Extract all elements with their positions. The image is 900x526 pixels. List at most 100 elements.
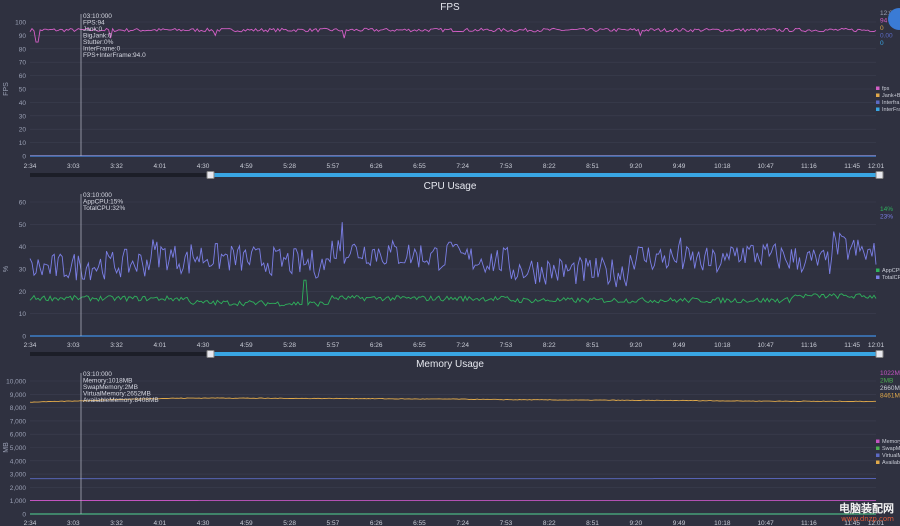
mem-legend-swatch[interactable] [876, 439, 880, 444]
mem-legend-swatch[interactable] [876, 446, 880, 451]
fps-legend-item[interactable]: Jank+B [882, 93, 900, 99]
fps-x-tick-label: 2:34 [24, 163, 37, 170]
mem-x-tick-label: 10:47 [757, 520, 774, 526]
fps-x-tick-label: 9:49 [673, 163, 686, 170]
fps-x-tick-label: 3:32 [110, 163, 123, 170]
cpu-legend-item[interactable]: AppCPU [882, 268, 900, 274]
cpu-x-tick-label: 11:16 [801, 342, 817, 349]
fps-tooltip-line: InterFrame:0 [83, 46, 121, 53]
mem-legend-item[interactable]: VirtualMemory [882, 453, 900, 459]
fps-y-axis-label: FPS [3, 82, 10, 96]
mem-x-tick-label: 8:51 [586, 520, 599, 526]
cpu-legend-swatch[interactable] [876, 275, 880, 280]
cpu-x-tick-label: 2:34 [24, 342, 37, 349]
mem-legend-item[interactable]: AvailableMemory [882, 460, 900, 466]
cpu-x-tick-label: 5:28 [283, 342, 296, 349]
cpu-x-tick-label: 3:03 [67, 342, 80, 349]
mem-current-value: 8461MB [880, 393, 900, 400]
cpu-x-tick-label: 4:30 [197, 342, 210, 349]
mem-x-tick-label: 11:16 [801, 520, 817, 526]
mem-legend-item[interactable]: SwapMemory [882, 446, 900, 452]
cpu-legend-swatch[interactable] [876, 268, 880, 273]
fps-zoom-handle-right[interactable] [875, 171, 884, 179]
fps-y-tick-label: 0 [22, 154, 26, 161]
fps-y-tick-label: 100 [15, 20, 26, 27]
cpu-x-tick-label: 4:59 [240, 342, 253, 349]
cpu-zoom-range[interactable] [210, 352, 880, 356]
fps-x-tick-label: 4:30 [197, 163, 210, 170]
cpu-x-tick-label: 5:57 [327, 342, 340, 349]
mem-x-tick-label: 5:57 [327, 520, 340, 526]
fps-legend-swatch[interactable] [876, 100, 880, 105]
fps-tooltip-line: BigJank:0 [83, 33, 112, 40]
fps-tooltip-line: Stutter:0% [83, 39, 114, 46]
mem-chart-title: Memory Usage [416, 359, 484, 370]
watermark-url: www.dnzp.com [841, 515, 894, 523]
watermark: 电脑装配网 www.dnzp.com [839, 503, 894, 524]
cpu-current-value: 14% [880, 206, 893, 213]
fps-chart-title: FPS [440, 2, 460, 13]
fps-y-tick-label: 70 [19, 60, 27, 67]
mem-x-tick-label: 8:22 [543, 520, 556, 526]
fps-current-value: 94 [880, 18, 888, 25]
mem-x-tick-label: 7:24 [456, 520, 469, 526]
fps-tooltip-line: FPS:94 [83, 20, 105, 27]
cpu-x-tick-label: 6:26 [370, 342, 383, 349]
fps-legend-swatch[interactable] [876, 93, 880, 98]
cpu-y-tick-label: 10 [19, 311, 27, 318]
cpu-current-value: 23% [880, 214, 893, 221]
fps-legend-item[interactable]: Interfra [882, 100, 900, 106]
cpu-x-tick-label: 8:22 [543, 342, 556, 349]
cpu-y-axis-label: % [3, 266, 10, 272]
mem-y-tick-label: 4,000 [10, 458, 27, 465]
mem-x-tick-label: 4:59 [240, 520, 253, 526]
fps-y-tick-label: 40 [19, 100, 27, 107]
fps-x-tick-label: 11:45 [844, 163, 860, 170]
fps-legend-item[interactable]: fps [882, 86, 890, 92]
fps-legend-item[interactable]: InterFram [882, 107, 900, 113]
fps-x-tick-label: 4:59 [240, 163, 253, 170]
mem-x-tick-label: 9:20 [629, 520, 642, 526]
memory-chart-panel: Memory Usage MB 0 1,000 2,000 3,000 4,000 5,000… [3, 359, 900, 526]
cpu-x-tick-label: 11:45 [844, 342, 860, 349]
mem-x-tick-label: 6:55 [413, 520, 426, 526]
cpu-x-tick-label: 7:53 [500, 342, 513, 349]
fps-zoom-range[interactable] [210, 173, 880, 177]
mem-x-tick-label: 3:32 [110, 520, 123, 526]
fps-cursor-time: 03:10:000 [83, 13, 112, 20]
cpu-y-tick-label: 30 [19, 267, 27, 274]
mem-x-tick-label: 2:34 [24, 520, 37, 526]
fps-x-tick-label: 7:53 [500, 163, 513, 170]
mem-y-tick-label: 2,000 [10, 485, 27, 492]
cpu-y-tick-label: 40 [19, 244, 27, 251]
mem-cursor-time: 03:10:000 [83, 371, 112, 378]
cpu-series-line-appcpu [29, 279, 877, 307]
fps-tooltip-line: Jank:0 [83, 26, 103, 33]
cpu-x-tick-label: 8:51 [586, 342, 599, 349]
fps-zoom-handle-left[interactable] [206, 171, 215, 179]
mem-tooltip-line: AvailableMemory:8408MB [83, 397, 159, 404]
cpu-legend-item[interactable]: TotalCPU [882, 275, 900, 281]
mem-legend-swatch[interactable] [876, 460, 880, 465]
mem-x-tick-label: 4:01 [153, 520, 166, 526]
cpu-zoom-handle-left[interactable] [206, 350, 215, 358]
cpu-zoom-handle-right[interactable] [875, 350, 884, 358]
mem-x-tick-label: 9:49 [673, 520, 686, 526]
corner-badge-icon[interactable] [888, 8, 900, 30]
mem-y-tick-label: 5,000 [10, 445, 27, 452]
fps-legend-swatch[interactable] [876, 86, 880, 91]
fps-x-tick-label: 11:16 [801, 163, 817, 170]
fps-x-tick-label: 5:57 [327, 163, 340, 170]
cpu-y-tick-label: 0 [22, 334, 26, 341]
cpu-x-tick-label: 10:18 [714, 342, 731, 349]
mem-x-tick-label: 12:01 [868, 520, 885, 526]
mem-y-tick-label: 0 [22, 512, 26, 519]
fps-legend-swatch[interactable] [876, 107, 880, 112]
fps-x-tick-label: 10:18 [714, 163, 731, 170]
fps-current-value: 0 [880, 25, 884, 32]
mem-legend-item[interactable]: Memory [882, 439, 900, 445]
cpu-y-tick-label: 50 [19, 222, 27, 229]
fps-x-tick-label: 3:03 [67, 163, 80, 170]
mem-legend-swatch[interactable] [876, 453, 880, 458]
